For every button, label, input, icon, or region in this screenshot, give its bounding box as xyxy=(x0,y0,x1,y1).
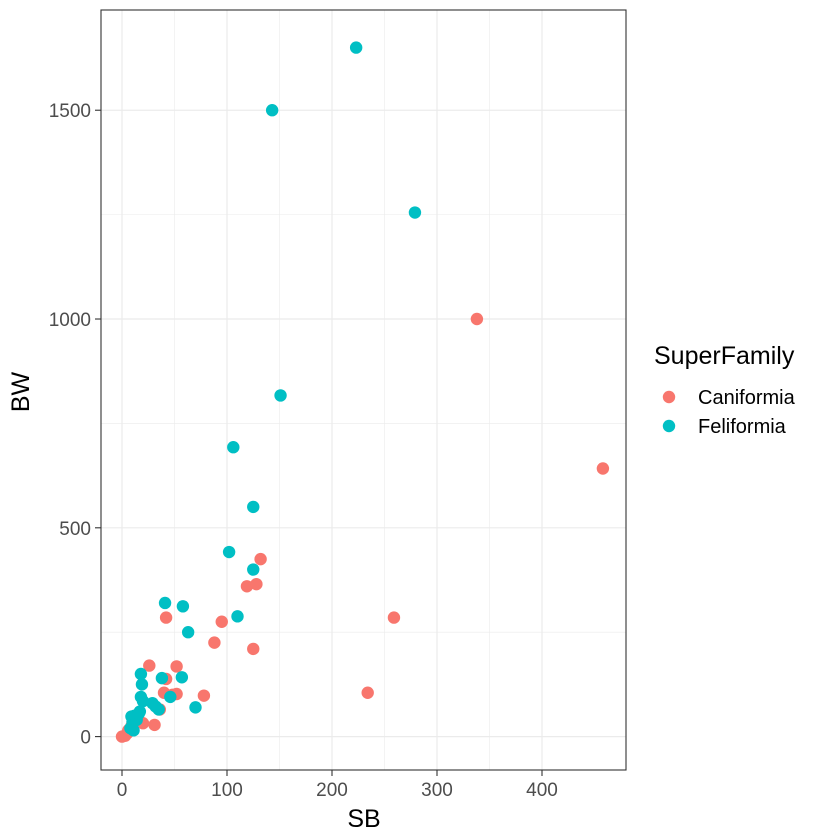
point-feliformia xyxy=(136,694,150,708)
point-caniformia xyxy=(159,611,173,624)
x-tick-label: 0 xyxy=(117,780,128,801)
point-feliformia xyxy=(222,545,236,559)
point-caniformia xyxy=(208,636,221,649)
point-feliformia xyxy=(133,705,147,718)
point-caniformia xyxy=(387,611,401,624)
y-tick-label: 1500 xyxy=(49,101,91,122)
point-feliformia xyxy=(189,701,202,714)
data-points xyxy=(115,41,610,743)
point-feliformia xyxy=(349,41,363,54)
point-feliformia xyxy=(274,389,287,402)
point-caniformia xyxy=(470,312,484,326)
x-tick-label: 200 xyxy=(316,780,348,801)
legend-label-feliformia: Feliformia xyxy=(698,416,787,438)
major-gridlines xyxy=(101,10,626,770)
point-feliformia xyxy=(176,600,190,613)
x-tick-label: 100 xyxy=(211,780,243,801)
point-caniformia xyxy=(247,642,260,656)
legend-label-caniformia: Caniformia xyxy=(698,387,796,409)
x-tick-label: 300 xyxy=(421,780,453,801)
x-axis-ticks: 0 100 200 300 400 xyxy=(117,770,558,801)
point-feliformia xyxy=(127,724,140,737)
point-feliformia xyxy=(134,667,148,681)
point-caniformia xyxy=(143,659,156,672)
point-caniformia xyxy=(254,552,267,566)
point-caniformia xyxy=(240,580,254,593)
y-axis-ticks: 0 500 1000 1500 xyxy=(49,101,101,749)
point-feliformia xyxy=(135,678,149,691)
point-caniformia xyxy=(148,718,161,732)
legend-key-caniformia xyxy=(662,390,676,404)
point-feliformia xyxy=(158,596,172,610)
point-feliformia xyxy=(155,671,169,685)
point-feliformia xyxy=(265,104,279,117)
x-tick-label: 400 xyxy=(526,780,558,801)
point-caniformia xyxy=(596,462,610,475)
plot-panel-background xyxy=(101,10,626,770)
point-feliformia xyxy=(247,563,260,576)
point-feliformia xyxy=(164,690,177,704)
point-feliformia xyxy=(152,703,165,716)
y-tick-label: 500 xyxy=(59,519,91,540)
legend-title: SuperFamily xyxy=(654,342,795,370)
point-feliformia xyxy=(247,500,260,514)
x-axis-title: SB xyxy=(347,805,380,833)
point-caniformia xyxy=(361,686,374,699)
point-feliformia xyxy=(231,610,244,623)
legend-items: Caniformia Feliformia xyxy=(662,387,796,438)
legend-key-feliformia xyxy=(662,419,676,433)
y-tick-label: 1000 xyxy=(49,310,91,331)
y-tick-label: 0 xyxy=(80,728,91,749)
point-caniformia xyxy=(215,615,228,628)
point-feliformia xyxy=(181,625,195,639)
point-feliformia xyxy=(227,441,240,454)
point-caniformia xyxy=(170,660,183,673)
minor-gridlines xyxy=(101,10,626,770)
point-caniformia xyxy=(197,689,211,702)
y-axis-title: BW xyxy=(7,371,35,412)
plot-panel-border xyxy=(100,9,627,771)
point-feliformia xyxy=(408,206,422,219)
legend: SuperFamily Caniformia Feliformia xyxy=(654,342,796,438)
point-caniformia xyxy=(250,577,263,591)
point-feliformia xyxy=(175,671,189,684)
